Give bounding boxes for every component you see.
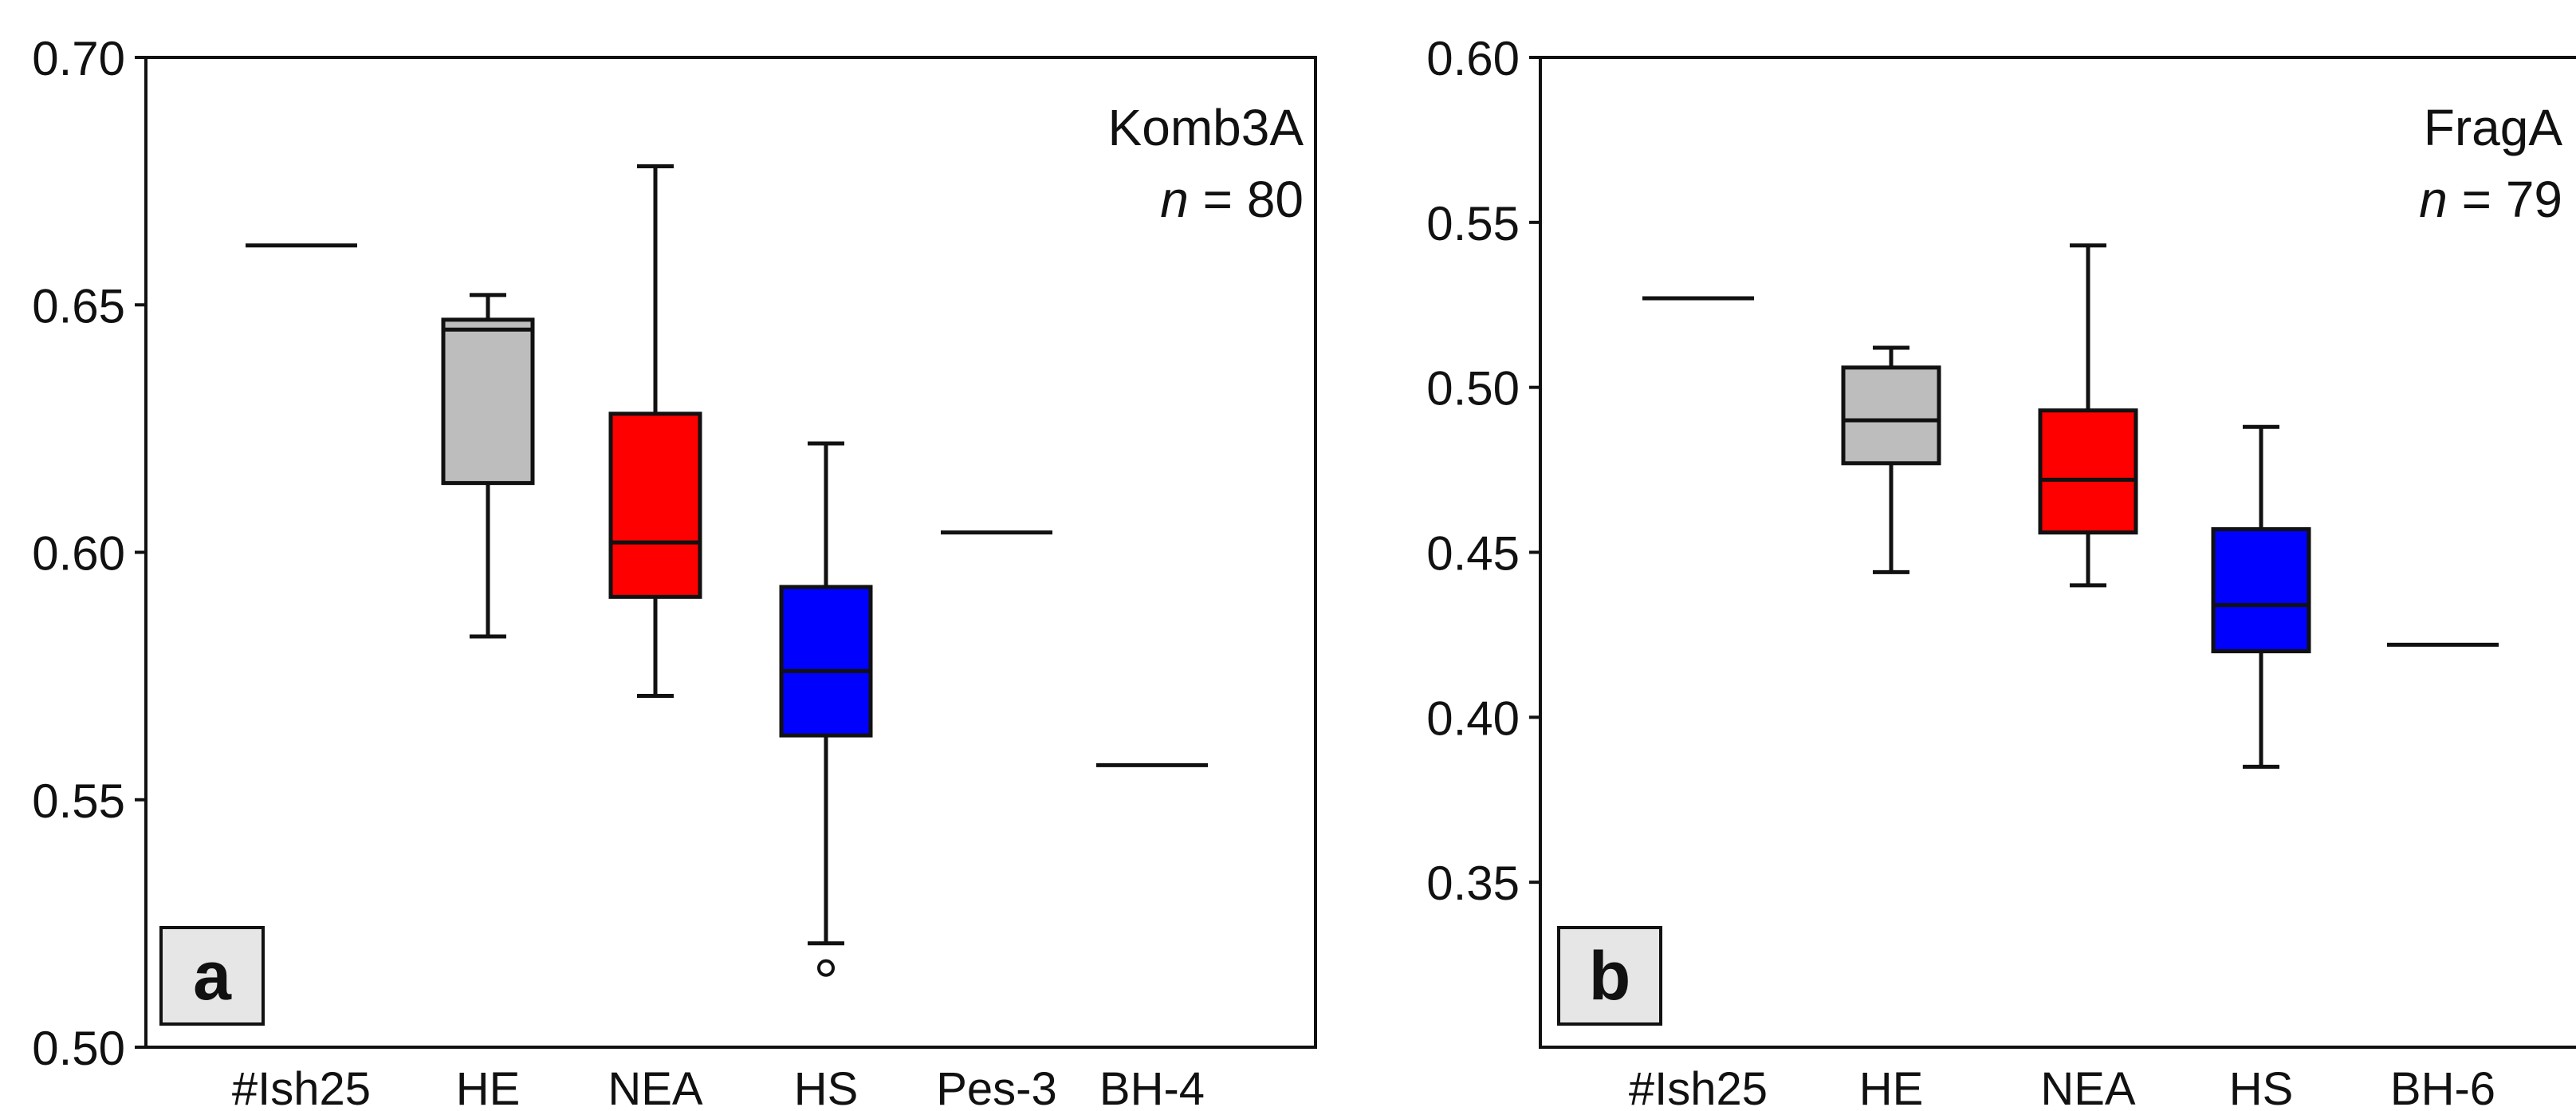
panel-b-chart: 0.35 0.40 0.45 0.50 0.55 0.60 #Ish25 HE NEA HS BH…: [1426, 32, 2576, 1111]
panel-b-n-value: = 79: [2448, 171, 2562, 228]
panel-a-xtick-label-bh-4: BH-4: [1099, 1063, 1205, 1111]
panel-a-chart: 0.50 0.55 0.60 0.65 0.70 #Ish25 HE NEA HS Pes-3 B…: [32, 32, 1317, 1111]
panel-a-xtick-label-pes-3: Pes-3: [936, 1063, 1057, 1111]
panel-a-x-axis: #Ish25 HE NEA HS Pes-3 BH-4: [232, 1063, 1205, 1111]
panel-b-ytick-label-1: 0.40: [1426, 691, 1520, 745]
panel-b-xtick-label-ish25: #Ish25: [1629, 1063, 1768, 1111]
panel-a-ytick-label-1: 0.55: [32, 774, 125, 828]
panel-b-x-axis: #Ish25 HE NEA HS BH-6: [1629, 1063, 2495, 1111]
panel-b-sample-size: n = 79: [2419, 171, 2562, 228]
panel-a-he-box: [441, 317, 535, 486]
panel-b-label-box: [1557, 926, 1662, 1026]
panel-a-data-marks: [246, 164, 1208, 977]
panel-b-label: b: [1589, 938, 1631, 1014]
panel-b-ytick-label-5: 0.60: [1426, 32, 1520, 85]
panel-a-ytick-label-4: 0.70: [32, 32, 125, 85]
panel-b-dataset-label: FragA: [2424, 99, 2563, 156]
panel-a-y-axis: 0.50 0.55 0.60 0.65 0.70: [32, 32, 146, 1075]
panel-b-n-symbol: n: [2419, 171, 2448, 228]
panel-a-xtick-label-ish25: #Ish25: [232, 1063, 371, 1111]
panel-a-label-box: [159, 926, 265, 1026]
panel-a-label: a: [193, 938, 232, 1014]
panel-b-xtick-label-hs: HS: [2229, 1063, 2294, 1111]
panel-a-ytick-label-3: 0.65: [32, 279, 125, 333]
panel-a-xtick-label-hs: HS: [794, 1063, 859, 1111]
panel-b-hs-box: [2211, 527, 2311, 654]
panel-a-hs-box: [779, 585, 873, 738]
panel-a-xtick-label-he: HE: [456, 1063, 521, 1111]
panel-b-xtick-label-bh-6: BH-6: [2390, 1063, 2495, 1111]
panel-b-ytick-label-0: 0.35: [1426, 857, 1520, 910]
panel-b-xtick-label-nea: NEA: [2040, 1063, 2136, 1111]
panel-b-he-box: [1841, 365, 1941, 466]
panel-b-ytick-label-4: 0.55: [1426, 197, 1520, 250]
panel-a-dataset-label: Komb3A: [1108, 99, 1304, 156]
panel-a-ytick-label-0: 0.50: [32, 1022, 125, 1075]
panel-a-n-symbol: n: [1160, 171, 1189, 228]
panel-b-nea-box: [2038, 408, 2138, 535]
panel-a-plot-frame: [144, 56, 1317, 1049]
panel-a-ytick-label-2: 0.60: [32, 527, 125, 581]
panel-b-ytick-label-2: 0.45: [1426, 527, 1520, 581]
panel-b-data-marks: [1642, 243, 2499, 769]
panel-a-n-value: = 80: [1189, 171, 1304, 228]
panel-a-hs-outlier-0: [817, 959, 835, 977]
panel-b-y-axis: 0.35 0.40 0.45 0.50 0.55 0.60: [1426, 32, 1540, 910]
panel-b-xtick-label-he: HE: [1859, 1063, 1924, 1111]
panel-a-xtick-label-nea: NEA: [608, 1063, 703, 1111]
panel-a-nea-box: [608, 412, 702, 599]
panel-b-ytick-label-3: 0.50: [1426, 362, 1520, 416]
panel-a-sample-size: n = 80: [1160, 171, 1304, 228]
